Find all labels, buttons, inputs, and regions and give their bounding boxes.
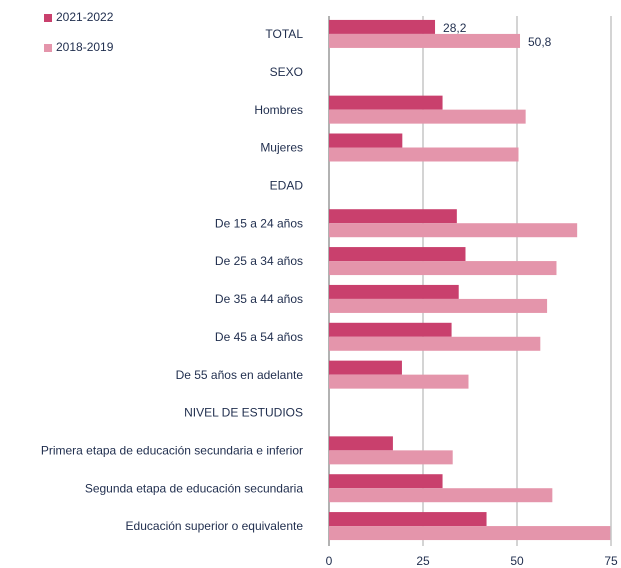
legend-label: 2021-2022: [56, 10, 114, 24]
bar: [329, 147, 519, 162]
bar: [329, 360, 402, 375]
bar: [329, 336, 541, 351]
bar: [329, 436, 393, 451]
legend-swatch: [44, 14, 52, 22]
y-tick-label: Primera etapa de educación secundaria e …: [41, 444, 303, 458]
bar: [329, 209, 457, 224]
y-tick-label: SEXO: [270, 65, 303, 79]
y-tick-label: De 35 a 44 años: [215, 292, 303, 306]
y-tick-label: De 25 a 34 años: [215, 254, 303, 268]
legend-swatch: [44, 44, 52, 52]
x-tick-label: 75: [604, 554, 618, 568]
value-label: 28,2: [443, 21, 467, 35]
x-tick-label: 0: [326, 554, 333, 568]
x-tick-label: 50: [510, 554, 524, 568]
y-tick-label: TOTAL: [265, 27, 303, 41]
y-tick-label: Mujeres: [260, 141, 303, 155]
y-tick-label: Hombres: [254, 103, 303, 117]
value-label: 50,8: [528, 35, 552, 49]
y-tick-label: Segunda etapa de educación secundaria: [85, 481, 304, 495]
bar: [329, 526, 611, 541]
y-tick-label: EDAD: [270, 179, 304, 193]
bar: [329, 298, 548, 313]
y-tick-label: De 45 a 54 años: [215, 330, 303, 344]
bar: [329, 261, 557, 276]
bar: [329, 374, 469, 389]
y-tick-label: De 15 a 24 años: [215, 216, 303, 230]
bar: [329, 109, 526, 124]
legend-label: 2018-2019: [56, 40, 114, 54]
bar: [329, 247, 466, 262]
y-tick-label: NIVEL DE ESTUDIOS: [184, 406, 303, 420]
y-tick-label: De 55 años en adelante: [176, 368, 304, 382]
bar: [329, 95, 443, 110]
bar: [329, 512, 487, 527]
bar: [329, 474, 443, 489]
bar: [329, 284, 459, 299]
x-tick-label: 25: [416, 554, 430, 568]
bar: [329, 322, 452, 337]
bar: [329, 19, 436, 34]
y-tick-label: Educación superior o equivalente: [126, 519, 304, 533]
bar: [329, 33, 521, 48]
bar: [329, 223, 578, 238]
bar: [329, 133, 403, 148]
bar: [329, 450, 453, 465]
bar: [329, 488, 553, 503]
